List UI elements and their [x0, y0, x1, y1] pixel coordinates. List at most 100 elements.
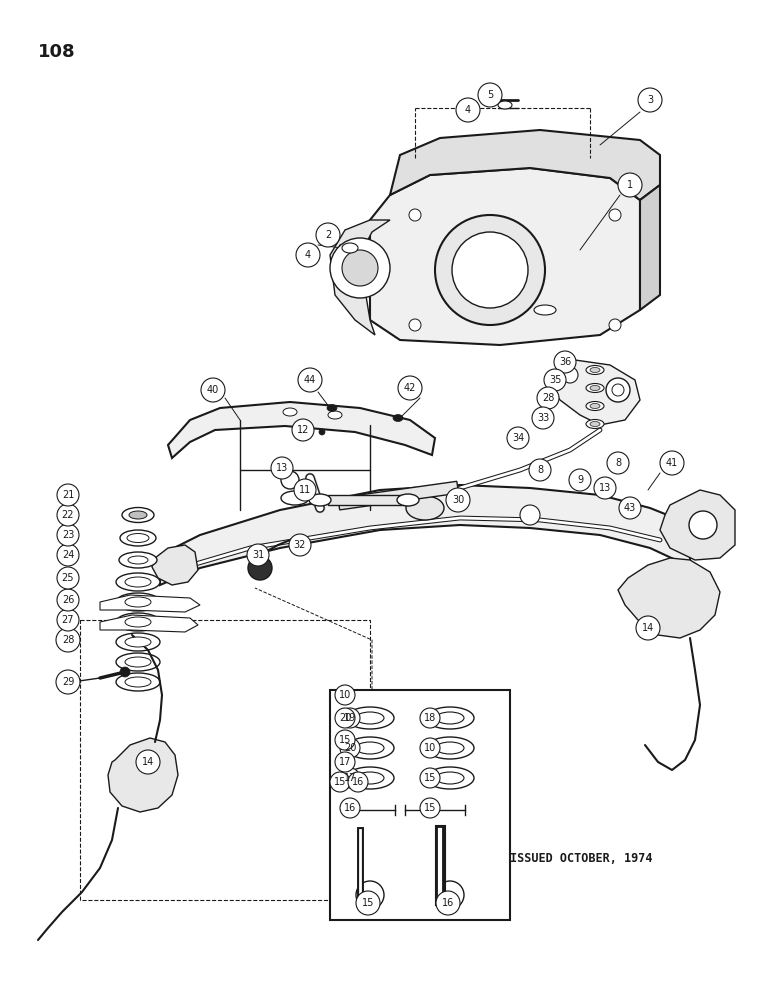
Circle shape [507, 427, 529, 449]
Circle shape [435, 215, 545, 325]
Circle shape [569, 469, 591, 491]
Ellipse shape [116, 633, 160, 651]
Circle shape [56, 628, 80, 652]
Ellipse shape [406, 496, 444, 520]
Circle shape [340, 708, 360, 728]
Text: 10: 10 [339, 690, 351, 700]
Text: 15: 15 [334, 777, 346, 787]
Circle shape [247, 544, 269, 566]
Ellipse shape [116, 653, 160, 671]
Text: 31: 31 [252, 550, 264, 560]
Circle shape [298, 368, 322, 392]
Circle shape [478, 83, 502, 107]
Circle shape [436, 881, 464, 909]
Circle shape [554, 351, 576, 373]
Circle shape [348, 772, 368, 792]
Bar [328, 495, 408, 505]
Ellipse shape [319, 429, 325, 435]
Polygon shape [550, 360, 640, 425]
Text: 8: 8 [537, 465, 543, 475]
Circle shape [330, 772, 350, 792]
Ellipse shape [125, 597, 151, 607]
Circle shape [340, 798, 360, 818]
Text: 28: 28 [542, 393, 554, 403]
Text: 3: 3 [647, 95, 653, 105]
Circle shape [340, 768, 360, 788]
Text: 1: 1 [627, 180, 633, 190]
Ellipse shape [356, 742, 384, 754]
Circle shape [316, 223, 340, 247]
Text: 32: 32 [294, 540, 306, 550]
Circle shape [409, 209, 421, 221]
Text: 30: 30 [452, 495, 464, 505]
Circle shape [562, 367, 578, 383]
Circle shape [537, 387, 559, 409]
Ellipse shape [125, 577, 151, 587]
Ellipse shape [125, 677, 151, 687]
Text: 40: 40 [207, 385, 219, 395]
Circle shape [420, 798, 440, 818]
Circle shape [296, 243, 320, 267]
Circle shape [398, 376, 422, 400]
Circle shape [636, 616, 660, 640]
Ellipse shape [120, 530, 156, 546]
Ellipse shape [586, 383, 604, 392]
Ellipse shape [436, 712, 464, 724]
Polygon shape [370, 168, 640, 345]
Circle shape [594, 477, 616, 499]
Ellipse shape [328, 411, 342, 419]
Text: ISSUED OCTOBER, 1974: ISSUED OCTOBER, 1974 [510, 852, 652, 864]
Ellipse shape [342, 243, 358, 253]
Ellipse shape [301, 545, 309, 551]
Ellipse shape [125, 617, 151, 627]
Circle shape [57, 544, 79, 566]
Text: 22: 22 [62, 510, 74, 520]
Text: 34: 34 [512, 433, 524, 443]
Text: 16: 16 [344, 803, 356, 813]
Text: 8: 8 [615, 458, 621, 468]
Text: 35: 35 [549, 375, 561, 385]
Circle shape [335, 708, 355, 728]
Circle shape [606, 378, 630, 402]
Circle shape [660, 451, 684, 475]
Text: 15: 15 [362, 898, 374, 908]
Text: 41: 41 [666, 458, 678, 468]
Ellipse shape [436, 772, 464, 784]
Ellipse shape [356, 712, 384, 724]
Text: 16: 16 [442, 898, 454, 908]
Circle shape [248, 556, 272, 580]
Ellipse shape [129, 511, 147, 519]
Text: 108: 108 [38, 43, 76, 61]
Circle shape [342, 250, 378, 286]
Ellipse shape [586, 401, 604, 410]
Circle shape [356, 891, 380, 915]
Circle shape [452, 232, 528, 308]
Text: 17: 17 [339, 757, 351, 767]
Ellipse shape [116, 613, 160, 631]
Polygon shape [160, 485, 690, 585]
Ellipse shape [590, 367, 600, 372]
Polygon shape [330, 220, 390, 335]
Ellipse shape [346, 737, 394, 759]
Polygon shape [640, 185, 660, 310]
Ellipse shape [122, 508, 154, 522]
Ellipse shape [346, 707, 394, 729]
Ellipse shape [116, 573, 160, 591]
Ellipse shape [346, 767, 394, 789]
Ellipse shape [116, 593, 160, 611]
Ellipse shape [125, 637, 151, 647]
Circle shape [57, 484, 79, 506]
Circle shape [335, 730, 355, 750]
Ellipse shape [125, 657, 151, 667]
Text: 17: 17 [344, 773, 356, 783]
Text: 1/4": 1/4" [363, 793, 381, 802]
Ellipse shape [498, 101, 512, 109]
Text: 19: 19 [344, 713, 356, 723]
Circle shape [57, 504, 79, 526]
Bar [330, 690, 510, 920]
Circle shape [330, 238, 390, 298]
Ellipse shape [590, 385, 600, 390]
Polygon shape [100, 615, 198, 632]
Text: 29: 29 [62, 677, 74, 687]
Text: 27: 27 [62, 615, 74, 625]
